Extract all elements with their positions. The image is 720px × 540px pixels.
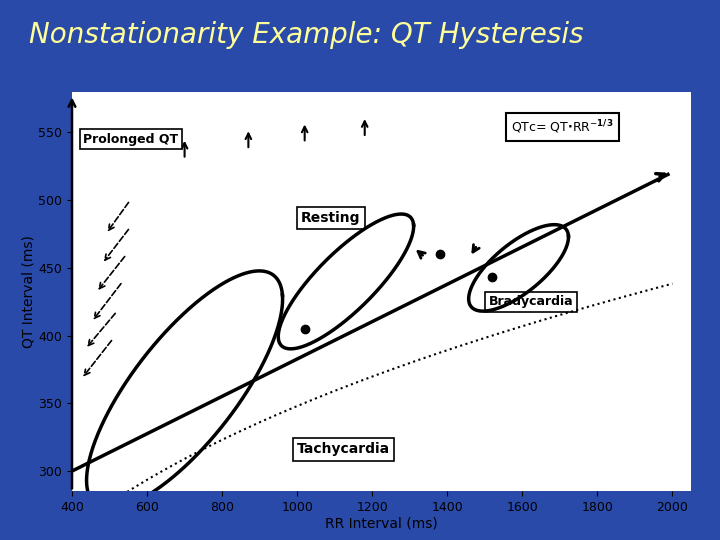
Text: Tachycardia: Tachycardia (297, 447, 390, 461)
Text: Bradycardia: Bradycardia (489, 295, 573, 308)
Text: Tachycardia: Tachycardia (297, 442, 390, 456)
X-axis label: RR Interval (ms): RR Interval (ms) (325, 517, 438, 531)
Text: Nonstationarity Example: QT Hysteresis: Nonstationarity Example: QT Hysteresis (29, 21, 583, 49)
Text: QTc= QT$\mathbf{\bullet}$RR$^{-\mathbf{1/3}}$: QTc= QT$\mathbf{\bullet}$RR$^{-\mathbf{1… (511, 118, 613, 136)
Text: Resting: Resting (301, 211, 361, 225)
Y-axis label: QT Interval (ms): QT Interval (ms) (22, 235, 35, 348)
Text: Prolonged QT: Prolonged QT (84, 133, 179, 146)
